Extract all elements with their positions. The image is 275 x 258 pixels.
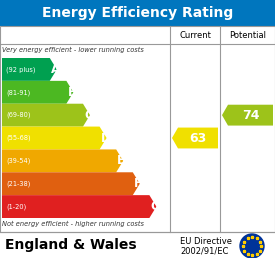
Bar (0, 26, 275, 232)
Text: Potential: Potential (229, 30, 266, 39)
Polygon shape (172, 127, 218, 148)
Text: EU Directive: EU Directive (180, 237, 232, 246)
Text: 2002/91/EC: 2002/91/EC (180, 246, 228, 255)
Text: (21-38): (21-38) (6, 180, 30, 187)
Text: E: E (117, 154, 125, 167)
Polygon shape (222, 105, 273, 126)
Bar (0, 0, 275, 26)
Text: (39-54): (39-54) (6, 158, 30, 164)
Text: (1-20): (1-20) (6, 203, 26, 210)
Text: 74: 74 (242, 109, 259, 122)
Polygon shape (2, 149, 123, 172)
Polygon shape (2, 104, 90, 127)
Text: B: B (67, 86, 76, 99)
Polygon shape (2, 58, 57, 81)
Polygon shape (2, 81, 73, 104)
Text: 63: 63 (189, 132, 207, 144)
Text: (55-68): (55-68) (6, 135, 31, 141)
Polygon shape (2, 195, 156, 218)
Text: G: G (150, 200, 160, 213)
Text: (92 plus): (92 plus) (6, 66, 35, 73)
Text: Not energy efficient - higher running costs: Not energy efficient - higher running co… (2, 221, 144, 227)
Text: Energy Efficiency Rating: Energy Efficiency Rating (42, 6, 233, 20)
Polygon shape (2, 127, 107, 149)
Text: (81-91): (81-91) (6, 89, 30, 95)
Text: D: D (101, 132, 110, 144)
Circle shape (240, 234, 264, 258)
Text: A: A (51, 63, 60, 76)
Text: C: C (84, 109, 93, 122)
Text: Very energy efficient - lower running costs: Very energy efficient - lower running co… (2, 47, 144, 53)
Text: Current: Current (179, 30, 211, 39)
Text: England & Wales: England & Wales (5, 238, 137, 252)
Text: F: F (134, 177, 142, 190)
Text: (69-80): (69-80) (6, 112, 31, 118)
Polygon shape (2, 172, 140, 195)
